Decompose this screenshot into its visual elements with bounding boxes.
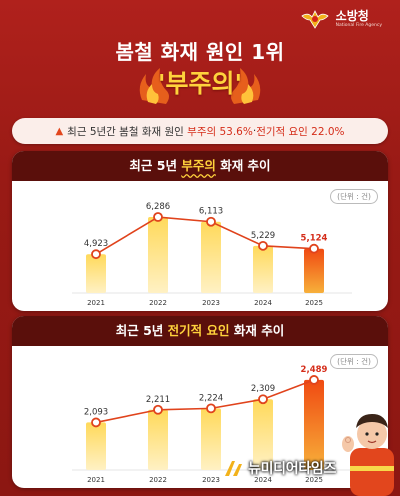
chart-card-carelessness: 최근 5년 부주의 화재 추이 (단위 : 건) 2021 2022 2023 202… <box>12 151 388 311</box>
x-tick-label: 2021 <box>87 299 105 307</box>
chart-title-pre: 최근 5년 <box>115 323 168 338</box>
data-label: 6,113 <box>199 207 223 217</box>
summary-cause-2: 전기적 요인 22.0% <box>256 125 345 138</box>
chart-title-pre: 최근 5년 <box>129 158 182 173</box>
flame-decoration-icon <box>139 68 261 104</box>
headline-highlight: '부주의' <box>157 69 243 98</box>
data-label: 2,489 <box>301 365 328 375</box>
footer-brand: 뉴미디어타임즈 <box>224 458 336 478</box>
bar <box>86 422 106 470</box>
data-point <box>91 417 101 428</box>
chart-title-highlight: 부주의 <box>181 158 216 173</box>
chart-title-electrical: 최근 5년 전기적 요인 화재 추이 <box>12 316 388 346</box>
data-label: 6,286 <box>146 202 170 212</box>
agency-logo: 소방청 National Fire Agency <box>300 8 382 30</box>
data-label: 2,309 <box>251 384 275 394</box>
bar <box>201 221 221 293</box>
chart-title-carelessness: 최근 5년 부주의 화재 추이 <box>12 151 388 181</box>
x-tick-label: 2023 <box>202 476 220 484</box>
data-label: 2,224 <box>199 393 223 403</box>
bar <box>201 408 221 470</box>
bar <box>304 379 324 470</box>
data-label: 4,923 <box>84 239 108 249</box>
x-tick-label: 2022 <box>149 299 167 307</box>
chart-title-highlight: 전기적 요인 <box>167 323 230 338</box>
summary-prefix: 최근 5년간 봄철 화재 원인 <box>67 125 184 138</box>
bar <box>253 399 273 470</box>
data-point <box>258 240 268 251</box>
x-tick-label: 2021 <box>87 476 105 484</box>
fire-agency-emblem-icon <box>301 10 329 29</box>
bar <box>86 254 106 293</box>
page-title: 봄철 화재 원인 1위 <box>115 40 285 64</box>
fire-icon: ▲ <box>55 125 64 137</box>
data-label: 2,211 <box>146 395 170 405</box>
agency-name: 소방청 <box>335 8 369 23</box>
data-point <box>258 394 268 405</box>
bar <box>304 248 324 293</box>
bar <box>148 409 168 470</box>
summary-cause-1: 부주의 53.6% <box>187 125 253 138</box>
chart-card-electrical: 최근 5년 전기적 요인 화재 추이 (단위 : 건) 2021 2022 2023… <box>12 316 388 488</box>
data-label: 5,229 <box>251 231 275 241</box>
data-point <box>153 404 163 415</box>
data-point <box>206 216 216 227</box>
bar <box>148 217 168 293</box>
bar <box>253 245 273 293</box>
electrical-chart: 2021 2022 2023 2024 2025 2,093 2,211 2,224 2,309… <box>72 365 352 484</box>
firefighter-mascot-icon <box>342 414 394 496</box>
summary-separator: · <box>252 125 257 137</box>
x-tick-label: 2024 <box>254 299 272 307</box>
summary-banner: ▲ 최근 5년간 봄철 화재 원인 부주의 53.6% · 전기적 요인 22.… <box>12 118 388 144</box>
carelessness-chart: 2021 2022 2023 2024 2025 4,923 6,286 6,113 5,229… <box>72 202 352 307</box>
agency-subtitle: National Fire Agency <box>335 22 382 28</box>
unit-label: (단위 : 건) <box>330 189 378 204</box>
chart-title-post: 화재 추이 <box>215 158 271 173</box>
x-tick-label: 2022 <box>149 476 167 484</box>
data-point <box>206 403 216 414</box>
x-tick-label: 2025 <box>305 299 323 307</box>
data-point <box>153 212 163 222</box>
newmedia-logo-icon <box>225 461 242 476</box>
x-tick-label: 2024 <box>254 476 272 484</box>
unit-label: (단위 : 건) <box>330 354 378 369</box>
x-tick-label: 2025 <box>305 476 323 484</box>
x-tick-label: 2023 <box>202 299 220 307</box>
data-point <box>309 375 319 385</box>
data-point <box>91 249 101 260</box>
data-label: 5,124 <box>301 234 328 244</box>
data-label: 2,093 <box>84 407 108 417</box>
chart-title-post: 화재 추이 <box>229 323 285 338</box>
footer-brand-name: 뉴미디어타임즈 <box>248 461 337 477</box>
data-point <box>309 243 319 254</box>
